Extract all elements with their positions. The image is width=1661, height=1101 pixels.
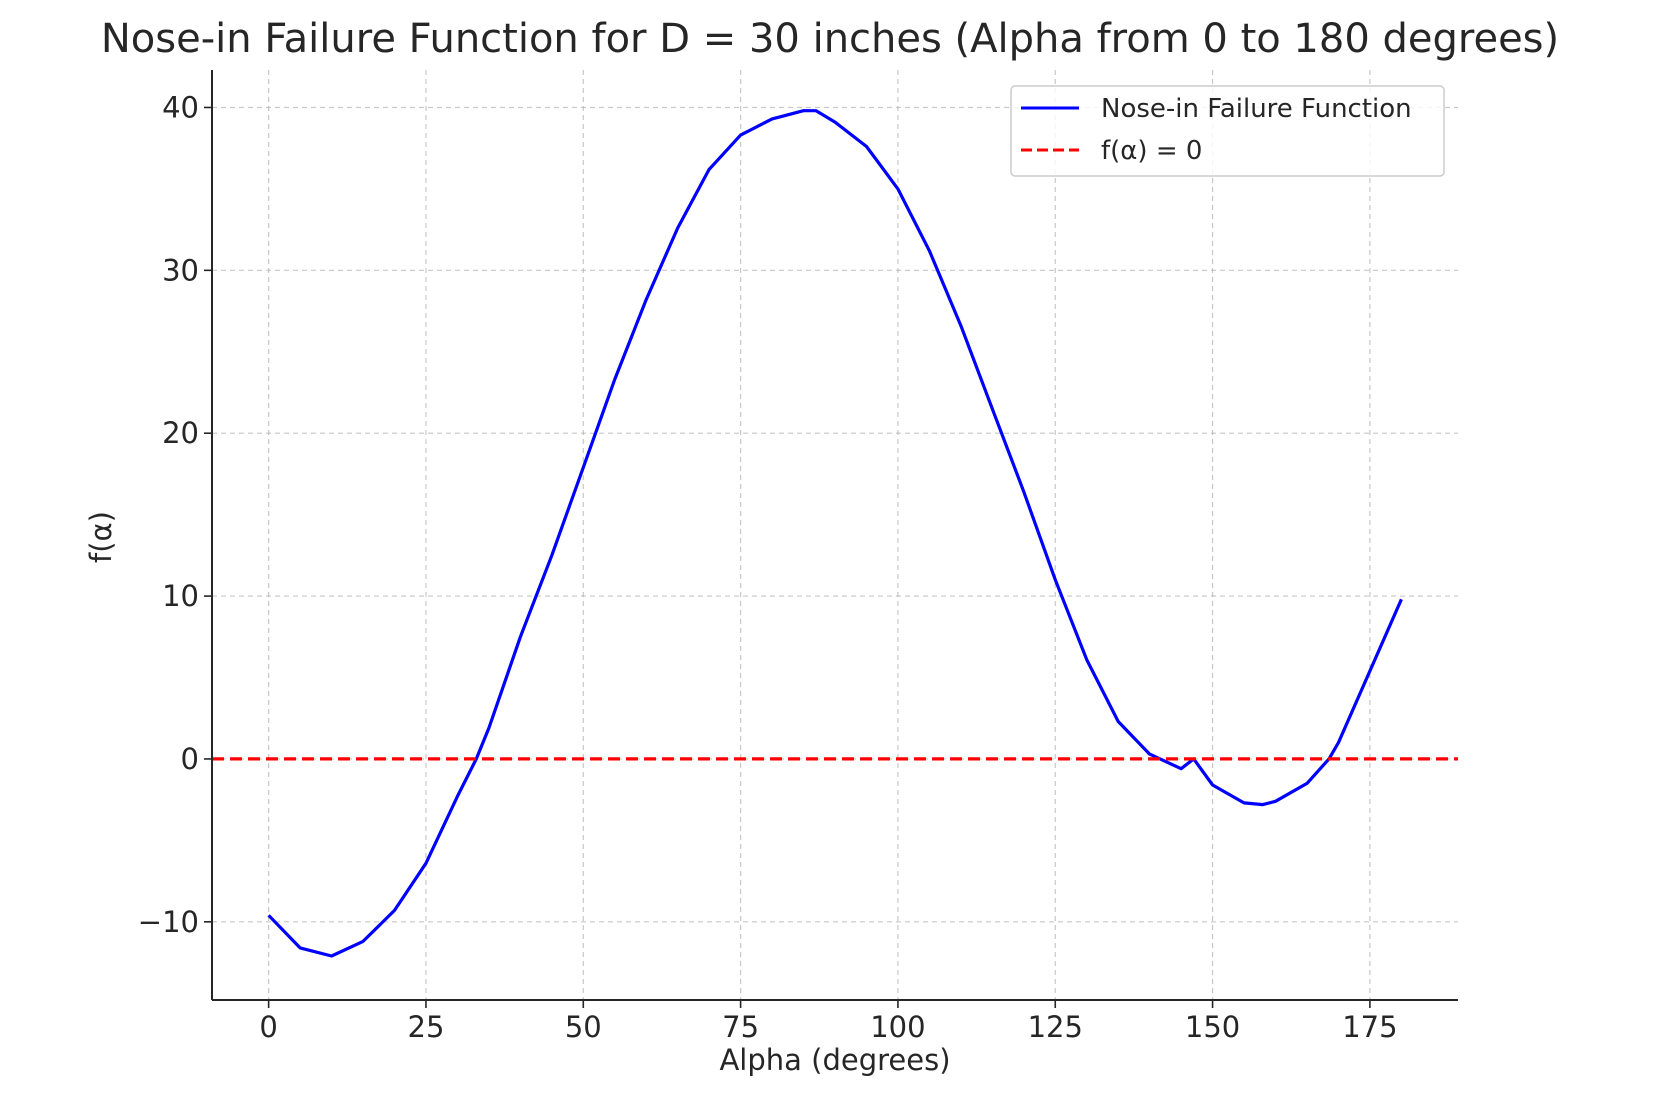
x-axis-label: Alpha (degrees) bbox=[719, 1043, 950, 1077]
legend-label-function: Nose-in Failure Function bbox=[1101, 94, 1412, 124]
grid bbox=[212, 70, 1458, 1000]
legend: Nose-in Failure Function f(α) = 0 bbox=[1010, 85, 1445, 177]
y-tick-label: 30 bbox=[162, 253, 199, 287]
plot-area bbox=[212, 109, 1458, 958]
y-axis-label: f(α) bbox=[84, 511, 118, 563]
x-tick-label: 175 bbox=[1342, 1010, 1397, 1044]
x-tick-label: 0 bbox=[259, 1010, 277, 1044]
x-tick-label: 75 bbox=[722, 1010, 759, 1044]
y-tick-label: −10 bbox=[138, 905, 199, 939]
x-tick-label: 25 bbox=[408, 1010, 445, 1044]
x-tick-label: 150 bbox=[1185, 1010, 1240, 1044]
chart-title: Nose-in Failure Function for D = 30 inch… bbox=[101, 16, 1559, 62]
x-tick-label: 50 bbox=[565, 1010, 602, 1044]
x-tick-label: 125 bbox=[1028, 1010, 1083, 1044]
series-line-function bbox=[267, 109, 1403, 958]
y-tick-label: 40 bbox=[162, 90, 199, 124]
y-tick-label: 0 bbox=[181, 742, 199, 776]
legend-label-zero: f(α) = 0 bbox=[1101, 136, 1202, 166]
tick-labels: 0 25 50 75 100 125 150 175 −10 0 10 20 30 40 bbox=[138, 90, 1398, 1044]
y-tick-label: 20 bbox=[162, 416, 199, 450]
legend-frame bbox=[1010, 85, 1445, 177]
y-tick-label: 10 bbox=[162, 579, 199, 613]
axes bbox=[204, 70, 1458, 1008]
x-tick-label: 100 bbox=[870, 1010, 925, 1044]
